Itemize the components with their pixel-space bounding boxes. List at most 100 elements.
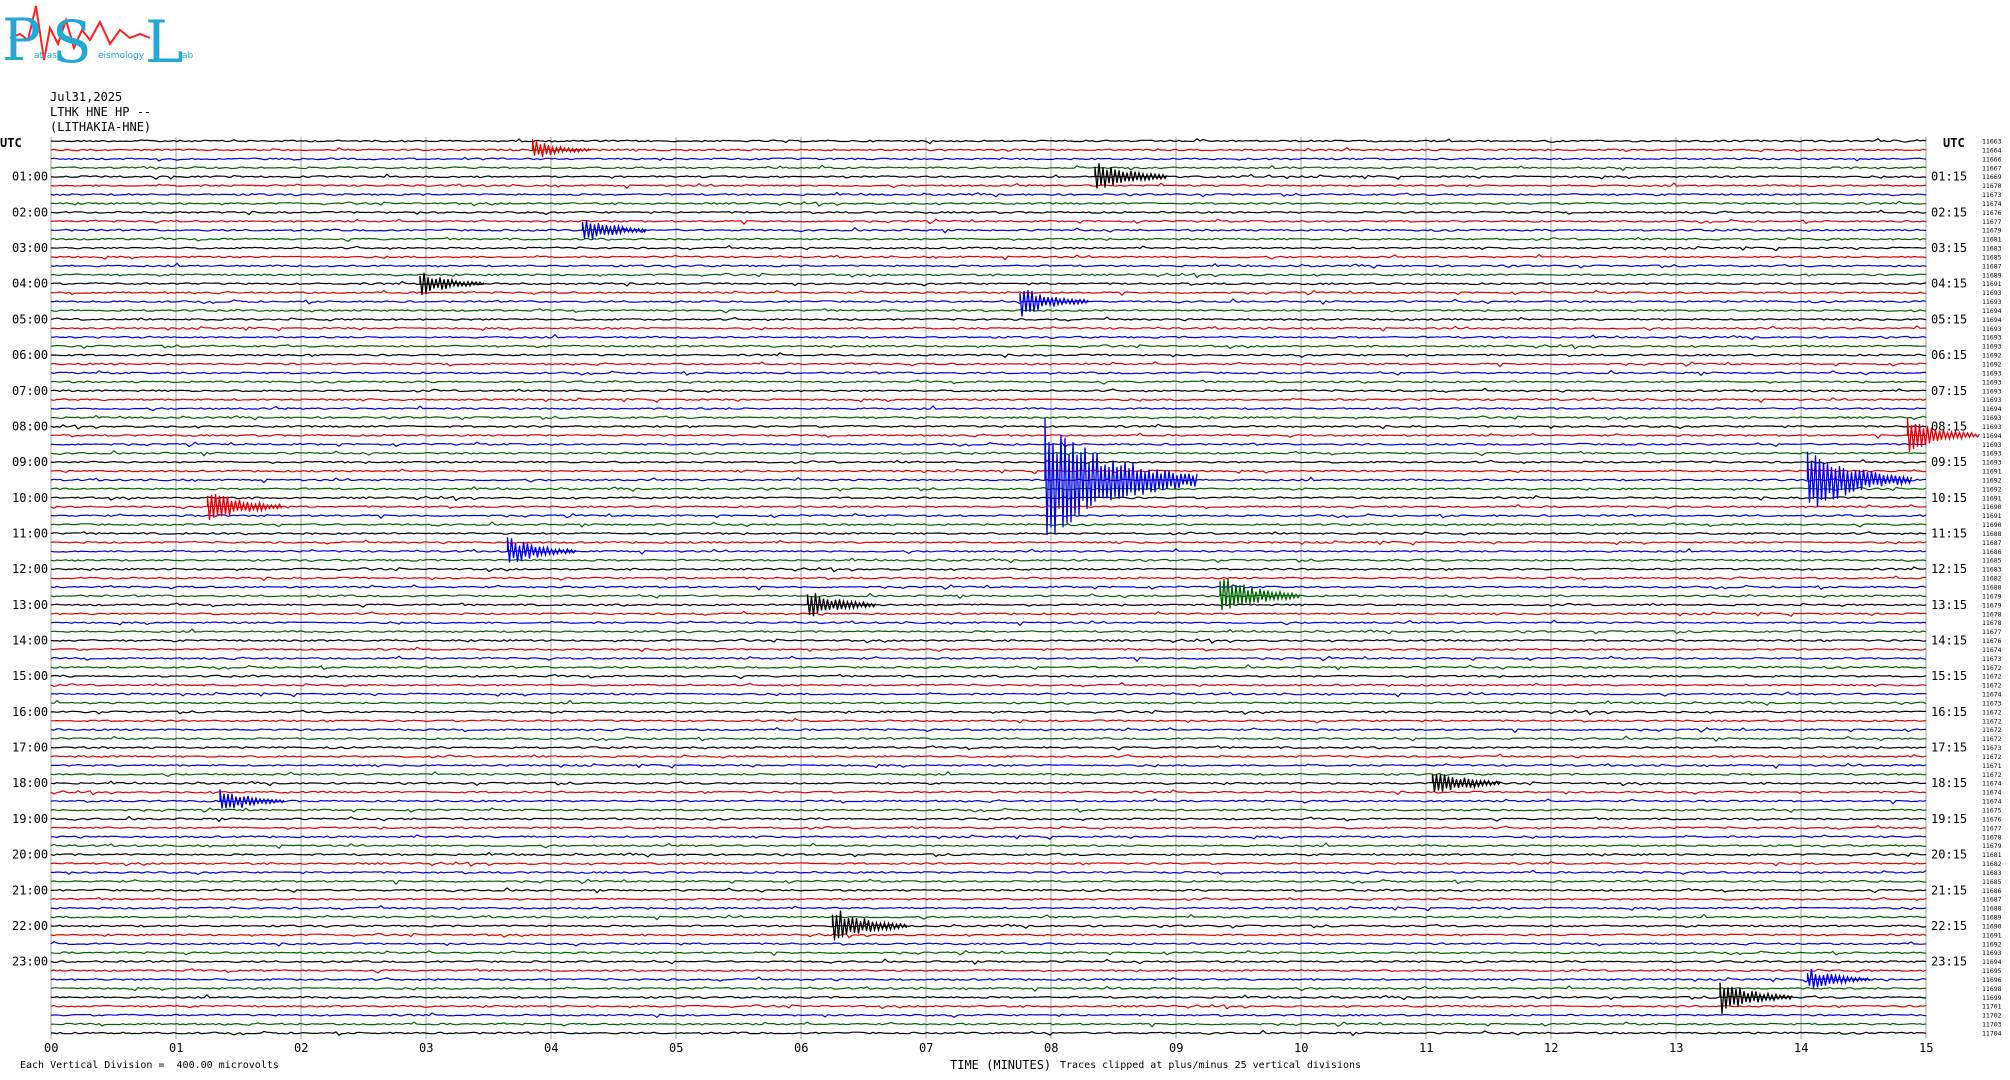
trace-row — [50, 610, 1927, 618]
trace-row — [50, 824, 1927, 831]
x-tick-labels: 00 01 02 03 04 05 06 07 08 09 10 11 12 13 14 15 — [44, 1041, 1933, 1055]
right-row-value: 11693 — [1982, 334, 2002, 342]
logo-letter-s: S — [52, 8, 92, 72]
trace-row — [50, 137, 1927, 145]
trace-row — [50, 745, 1927, 751]
x-tick-label: 14 — [1794, 1041, 1808, 1055]
right-row-value: 11689 — [1982, 914, 2002, 922]
right-row-value: 11679 — [1982, 842, 2002, 850]
trace-row — [50, 584, 1927, 591]
trace-row — [50, 896, 1927, 902]
right-row-value: 11677 — [1982, 824, 2002, 832]
right-row-value: 11690 — [1982, 922, 2002, 930]
right-row-value: 11701 — [1982, 1003, 2002, 1011]
trace-row — [50, 575, 1926, 582]
trace-row — [50, 236, 1927, 243]
header-location: (LITHAKIA-HNE) — [50, 120, 152, 134]
right-row-value: 11693 — [1982, 949, 2002, 957]
right-row-value: 11685 — [1982, 878, 2002, 886]
trace-row — [50, 1003, 1927, 1010]
trace-row — [50, 968, 1927, 974]
left-utc-label: UTC — [0, 136, 22, 150]
event-burst — [831, 910, 908, 941]
event-burst — [1019, 289, 1089, 317]
x-tick-label: 11 — [1419, 1041, 1433, 1055]
right-row-value: 11693 — [1982, 450, 2002, 458]
trace-row — [50, 905, 1927, 912]
right-row-value: 11672 — [1982, 753, 2002, 761]
right-row-value: 11695 — [1982, 967, 2002, 975]
right-row-value: 11670 — [1982, 182, 2002, 190]
event-burst — [531, 139, 591, 158]
right-row-value: 11704 — [1982, 1030, 2002, 1038]
trace-row — [50, 602, 1927, 608]
left-hour-label: 15:00 — [12, 669, 48, 683]
left-hour-label: 11:00 — [12, 526, 48, 540]
logo-letter-p: P — [2, 6, 41, 72]
left-hour-label: 14:00 — [12, 634, 48, 648]
trace-row — [50, 789, 1927, 796]
right-row-value: 11672 — [1982, 664, 2002, 672]
left-hour-label: 01:00 — [12, 170, 48, 184]
right-row-value: 11693 — [1982, 423, 2002, 431]
right-row-value: 11682 — [1982, 860, 2002, 868]
right-row-value: 11679 — [1982, 601, 2002, 609]
right-hour-label: 18:15 — [1931, 776, 1967, 790]
header-station: LTHK HNE HP -- — [50, 105, 152, 119]
trace-row — [50, 325, 1926, 332]
right-row-value: 11693 — [1982, 459, 2002, 467]
right-hour-label: 08:15 — [1931, 419, 1967, 433]
x-tick-label: 03 — [419, 1041, 433, 1055]
trace-row — [50, 878, 1926, 885]
x-tick-label: 13 — [1669, 1041, 1683, 1055]
right-row-value: 11703 — [1982, 1021, 2002, 1029]
right-row-value: 11693 — [1982, 441, 2002, 449]
trace-row — [50, 664, 1927, 671]
psl-logo: P S L atras eismology ab — [2, 5, 194, 72]
right-hour-label: 12:15 — [1931, 562, 1967, 576]
trace-row — [50, 923, 1927, 929]
left-hour-label: 12:00 — [12, 562, 48, 576]
x-tick-label: 12 — [1544, 1041, 1558, 1055]
event-bursts — [206, 139, 1981, 1015]
trace-row — [50, 851, 1927, 858]
right-row-value: 11688 — [1982, 905, 2002, 913]
right-row-value: 11692 — [1982, 485, 2002, 493]
right-row-value: 11694 — [1982, 316, 2002, 324]
right-row-value: 11678 — [1982, 833, 2002, 841]
event-burst — [1806, 451, 1913, 508]
trace-row — [51, 298, 1927, 305]
trace-row — [50, 405, 1927, 412]
left-hour-label: 16:00 — [12, 705, 48, 719]
right-row-value: 11693 — [1982, 298, 2002, 306]
right-hour-label: 06:15 — [1931, 348, 1967, 362]
trace-row — [50, 164, 1927, 172]
left-hour-label: 05:00 — [12, 312, 48, 326]
event-burst — [1044, 418, 1198, 536]
trace-row — [50, 655, 1927, 662]
trace-row — [50, 441, 1927, 448]
right-hour-label: 22:15 — [1931, 919, 1967, 933]
clip-note: Traces clipped at plus/minus 25 vertical… — [1060, 1060, 1362, 1071]
right-row-value: 11694 — [1982, 432, 2002, 440]
trace-row — [50, 976, 1927, 983]
right-row-value: 11686 — [1982, 887, 2002, 895]
trace-row — [50, 941, 1927, 947]
trace-row — [50, 531, 1926, 536]
right-row-value: 11674 — [1982, 789, 2002, 797]
right-row-value: 11693 — [1982, 387, 2002, 395]
trace-row — [50, 397, 1927, 404]
trace-row — [50, 539, 1927, 546]
right-hour-label: 13:15 — [1931, 598, 1967, 612]
trace-row — [50, 146, 1927, 153]
event-burst — [1094, 163, 1168, 189]
event-burst — [419, 272, 485, 296]
trace-row — [51, 200, 1926, 207]
right-row-value: 11702 — [1982, 1012, 2002, 1020]
event-burst — [1906, 417, 1981, 453]
right-row-value: 11694 — [1982, 307, 2002, 315]
left-hour-label: 19:00 — [12, 812, 48, 826]
left-hour-label: 23:00 — [12, 955, 48, 969]
trace-row — [50, 646, 1927, 653]
right-row-value: 11691 — [1982, 468, 2002, 476]
